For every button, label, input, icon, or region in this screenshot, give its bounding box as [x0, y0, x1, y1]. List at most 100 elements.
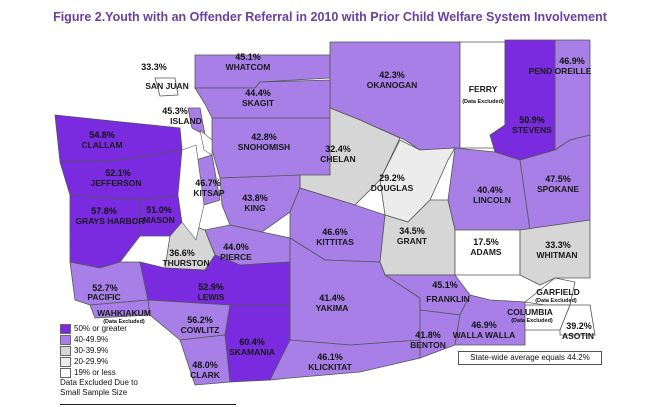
- svg-text:47.5%: 47.5%: [545, 174, 571, 184]
- svg-text:WALLA WALLA: WALLA WALLA: [453, 330, 515, 340]
- legend-excluded-line2: Small Sample Size: [60, 388, 128, 397]
- svg-text:LINCOLN: LINCOLN: [473, 195, 511, 205]
- svg-text:46.6%: 46.6%: [322, 227, 348, 237]
- svg-text:SKAMANIA: SKAMANIA: [229, 347, 275, 357]
- legend-item: 20-29.9%: [60, 356, 138, 367]
- county-shapes: [54, 39, 596, 386]
- county-skagit: [194, 79, 331, 119]
- puget-sound-water: [177, 129, 213, 241]
- svg-text:56.2%: 56.2%: [187, 315, 213, 325]
- svg-text:(Data Excluded): (Data Excluded): [462, 99, 504, 105]
- legend-swatch: [60, 334, 71, 345]
- svg-text:FERRY: FERRY: [469, 84, 498, 94]
- legend-label: 30-39.9%: [74, 345, 109, 355]
- svg-text:(Data Excluded): (Data Excluded): [103, 319, 145, 325]
- svg-text:48.0%: 48.0%: [192, 360, 218, 370]
- svg-text:52.9%: 52.9%: [198, 282, 224, 292]
- svg-text:52.7%: 52.7%: [92, 283, 118, 293]
- svg-text:41.4%: 41.4%: [319, 293, 345, 303]
- svg-text:LEWIS: LEWIS: [198, 292, 225, 302]
- legend-item: 50% or greater: [60, 323, 138, 334]
- svg-text:SKAGIT: SKAGIT: [242, 98, 275, 108]
- svg-text:45.3%: 45.3%: [162, 106, 188, 116]
- svg-text:KITSAP: KITSAP: [193, 188, 225, 198]
- svg-text:WHITMAN: WHITMAN: [536, 250, 577, 260]
- svg-text:SPOKANE: SPOKANE: [537, 184, 579, 194]
- legend-swatch: [60, 367, 71, 378]
- svg-text:39.2%: 39.2%: [566, 321, 592, 331]
- svg-text:40.4%: 40.4%: [477, 185, 503, 195]
- svg-text:CLARK: CLARK: [190, 370, 221, 380]
- svg-text:44.0%: 44.0%: [223, 242, 249, 252]
- svg-text:GRANT: GRANT: [397, 236, 428, 246]
- svg-text:CHELAN: CHELAN: [320, 154, 355, 164]
- legend-label: 50% or greater: [74, 323, 127, 333]
- svg-text:(Data Excluded): (Data Excluded): [535, 298, 577, 304]
- svg-text:ISLAND: ISLAND: [170, 116, 202, 126]
- svg-text:SAN JUAN: SAN JUAN: [145, 81, 188, 91]
- legend-swatch: [60, 323, 71, 334]
- svg-text:JEFFERSON: JEFFERSON: [90, 178, 141, 188]
- county-san-juan: [154, 77, 179, 97]
- svg-text:COLUMBIA: COLUMBIA: [507, 307, 553, 317]
- divider: [60, 404, 236, 405]
- svg-text:OKANOGAN: OKANOGAN: [367, 80, 418, 90]
- svg-text:GRAYS HARBOR: GRAYS HARBOR: [75, 216, 144, 226]
- svg-text:DOUGLAS: DOUGLAS: [371, 183, 414, 193]
- legend-excluded-line1: Data Excluded Due to: [60, 378, 138, 387]
- svg-text:32.4%: 32.4%: [325, 144, 351, 154]
- legend-swatch: [60, 356, 71, 367]
- legend-label: 20-29.9%: [74, 356, 109, 366]
- svg-text:17.5%: 17.5%: [473, 237, 499, 247]
- county-asotin: [559, 304, 596, 336]
- svg-text:52.1%: 52.1%: [105, 168, 131, 178]
- svg-text:42.8%: 42.8%: [251, 132, 277, 142]
- county-klickitat: [269, 339, 421, 381]
- svg-text:THURSTON: THURSTON: [162, 258, 209, 268]
- svg-text:54.8%: 54.8%: [89, 130, 115, 140]
- county-garfield: [524, 277, 576, 306]
- svg-text:PACIFIC: PACIFIC: [87, 292, 120, 302]
- svg-text:KING: KING: [244, 203, 266, 213]
- svg-text:BENTON: BENTON: [410, 340, 446, 350]
- svg-text:33.3%: 33.3%: [545, 240, 571, 250]
- svg-text:WHATCOM: WHATCOM: [226, 62, 271, 72]
- svg-text:46.7%: 46.7%: [195, 178, 221, 188]
- svg-text:45.1%: 45.1%: [432, 280, 458, 290]
- statewide-average-box: State-wide average equals 44.2%: [458, 351, 602, 365]
- legend-item: 19% or less: [60, 367, 138, 378]
- legend-label: 19% or less: [74, 367, 116, 377]
- county-labels: 45.1% WHATCOM 42.3% OKANOGAN FERRY (Data…: [75, 52, 594, 380]
- svg-text:GARFIELD: GARFIELD: [536, 287, 579, 297]
- county-king: [219, 174, 301, 233]
- svg-text:50.9%: 50.9%: [519, 115, 545, 125]
- svg-text:COWLITZ: COWLITZ: [181, 325, 220, 335]
- county-clark: [179, 334, 231, 386]
- svg-text:29.2%: 29.2%: [379, 173, 405, 183]
- svg-text:ADAMS: ADAMS: [470, 247, 501, 257]
- svg-text:KLICKITAT: KLICKITAT: [308, 362, 352, 372]
- legend-swatch: [60, 345, 71, 356]
- svg-text:33.3%: 33.3%: [141, 62, 167, 72]
- svg-text:KITTITAS: KITTITAS: [316, 237, 354, 247]
- svg-text:MASON: MASON: [143, 215, 175, 225]
- svg-text:STEVENS: STEVENS: [512, 125, 552, 135]
- svg-text:46.9%: 46.9%: [471, 320, 497, 330]
- svg-text:SNOHOMISH: SNOHOMISH: [238, 142, 290, 152]
- svg-text:FRANKLIN: FRANKLIN: [426, 294, 469, 304]
- svg-text:51.0%: 51.0%: [146, 205, 172, 215]
- svg-text:44.4%: 44.4%: [245, 88, 271, 98]
- svg-text:PIERCE: PIERCE: [220, 252, 252, 262]
- svg-text:46.1%: 46.1%: [317, 352, 343, 362]
- svg-text:60.4%: 60.4%: [239, 337, 265, 347]
- svg-text:36.6%: 36.6%: [169, 248, 195, 258]
- svg-text:YAKIMA: YAKIMA: [316, 303, 349, 313]
- svg-text:WAHKIAKUM: WAHKIAKUM: [97, 308, 151, 318]
- svg-text:ASOTIN: ASOTIN: [562, 331, 594, 341]
- svg-text:PEND OREILLE: PEND OREILLE: [529, 66, 592, 76]
- svg-text:34.5%: 34.5%: [399, 226, 425, 236]
- svg-text:(Data Excluded): (Data Excluded): [511, 318, 553, 324]
- map-legend: 50% or greater 40-49.9% 30-39.9% 20-29.9…: [60, 323, 138, 398]
- svg-text:CLALLAM: CLALLAM: [81, 140, 122, 150]
